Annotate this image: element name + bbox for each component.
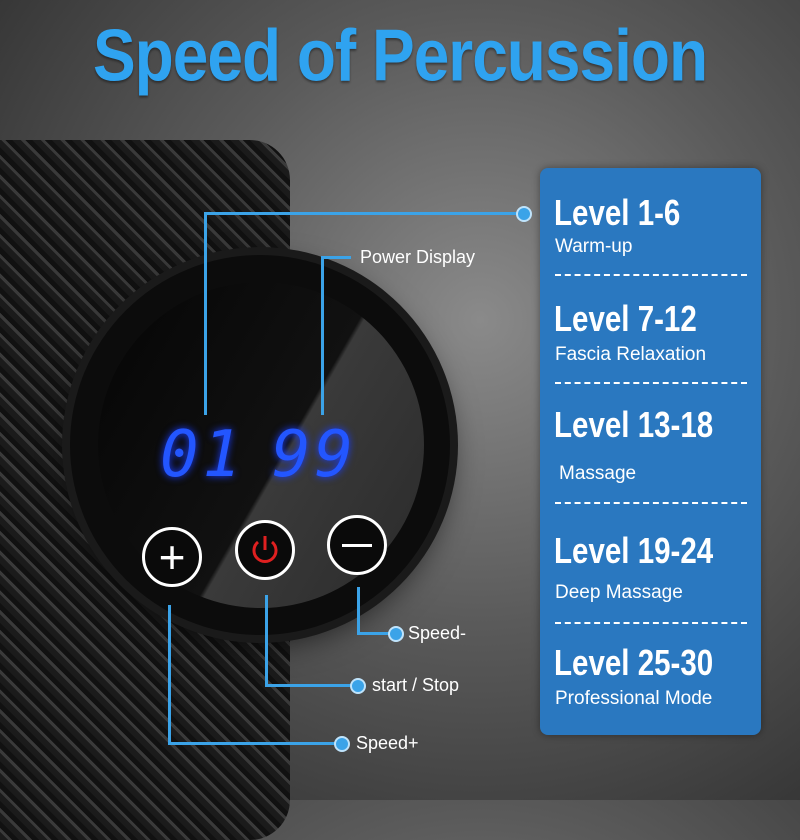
levels-panel: Level 1-6 Warm-up Level 7-12 Fascia Rela…	[540, 168, 761, 735]
plus-icon: +	[158, 531, 186, 583]
callout-line	[357, 632, 391, 635]
power-icon	[252, 536, 278, 563]
power-button[interactable]	[235, 520, 295, 580]
speed-plus-label: Speed+	[356, 733, 419, 753]
level-display: 01	[160, 418, 246, 492]
level-mode: Fascia Relaxation	[555, 344, 707, 365]
callout-line	[204, 212, 522, 215]
callout-line	[168, 605, 171, 745]
speed-minus-label: Speed-	[408, 623, 467, 643]
callout-line	[204, 213, 207, 415]
level-mode: Warm-up	[555, 236, 633, 257]
divider	[555, 274, 747, 276]
callout-line	[265, 684, 353, 687]
callout-dot	[334, 736, 350, 752]
level-mode: Deep Massage	[555, 582, 683, 603]
callout-line	[321, 257, 324, 415]
divider	[555, 502, 747, 504]
minus-icon	[342, 543, 372, 547]
callout-line	[168, 742, 336, 745]
divider	[555, 382, 747, 384]
callout-line	[321, 256, 351, 259]
callout-dot	[516, 206, 532, 222]
callout-dot	[388, 626, 404, 642]
level-mode: Professional Mode	[555, 688, 713, 709]
power-display-label: Power Display	[360, 247, 476, 267]
callout-line	[357, 587, 360, 634]
callout-dot	[350, 678, 366, 694]
power-display: 99	[272, 418, 358, 492]
speed-plus-button[interactable]: +	[142, 527, 202, 587]
level-mode: Massage	[559, 463, 637, 484]
callout-line	[265, 595, 268, 686]
start-stop-label: start / Stop	[372, 675, 460, 695]
page-title: Speed of Percussion	[92, 13, 708, 97]
level-range: Level 13-18	[554, 404, 714, 445]
level-range: Level 25-30	[554, 642, 714, 683]
divider	[555, 622, 747, 624]
level-range: Level 7-12	[554, 298, 697, 339]
level-range: Level 19-24	[554, 530, 714, 571]
level-range: Level 1-6	[554, 192, 681, 233]
speed-minus-button[interactable]	[327, 515, 387, 575]
